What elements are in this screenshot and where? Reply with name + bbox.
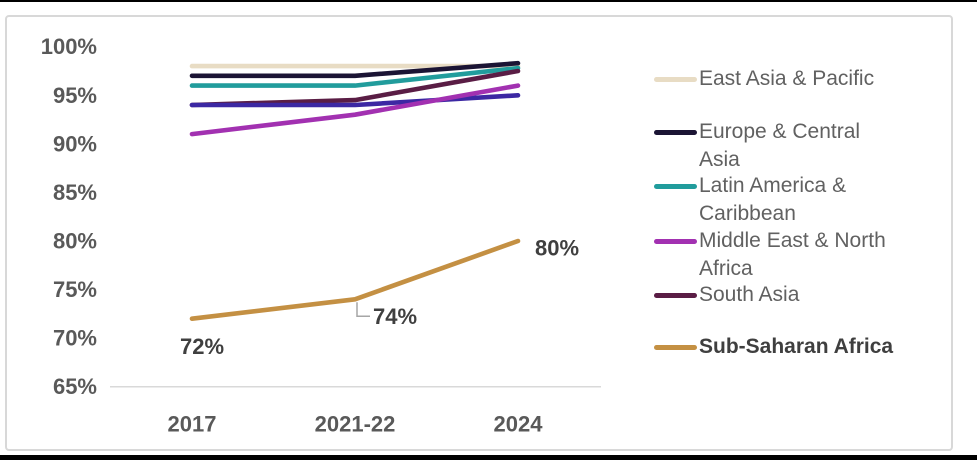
series-line-europe-central-asia: [189, 60, 521, 79]
series-line-middle-east-north-africa: [189, 83, 521, 137]
x-tick-label: 2017: [168, 412, 217, 437]
data-point-label: 80%: [535, 235, 579, 260]
y-tick-label: 85%: [53, 180, 97, 205]
chart-card: [5, 15, 953, 451]
screenshot-top-border: [0, 0, 977, 2]
data-label-leader-line: [356, 302, 370, 318]
y-tick-label: 75%: [53, 277, 97, 302]
y-tick-label: 65%: [53, 374, 97, 399]
x-tick-label: 2024: [494, 412, 544, 437]
series-line-unlabeled-series: [189, 93, 521, 108]
screenshot-bottom-border: [0, 455, 977, 460]
data-point-label: 74%: [373, 304, 417, 329]
y-tick-label: 80%: [53, 228, 97, 253]
y-tick-label: 90%: [53, 131, 97, 156]
x-tick-label: 2021-22: [315, 412, 396, 437]
y-tick-label: 95%: [53, 83, 97, 108]
series-line-sub-saharan-africa: [189, 238, 521, 322]
y-tick-label: 70%: [53, 326, 97, 351]
y-tick-label: 100%: [41, 34, 97, 59]
data-point-label: 72%: [180, 334, 224, 359]
series-line-latin-america-caribbean: [189, 65, 521, 88]
